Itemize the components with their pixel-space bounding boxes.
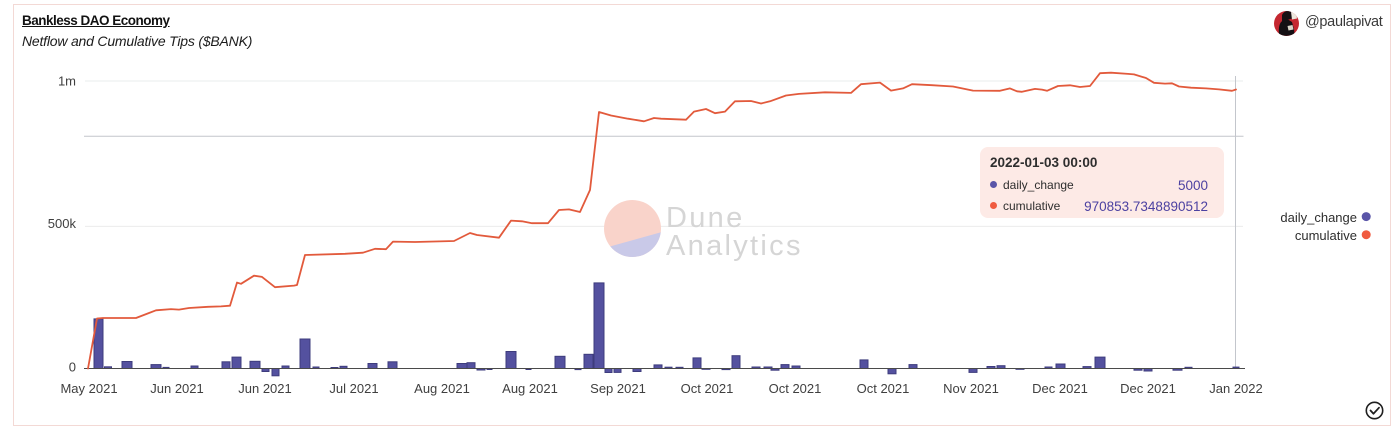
svg-text:Nov 2021: Nov 2021 bbox=[943, 381, 999, 396]
svg-text:Dec 2021: Dec 2021 bbox=[1032, 381, 1088, 396]
svg-text:1m: 1m bbox=[58, 74, 76, 89]
svg-text:Oct 2021: Oct 2021 bbox=[681, 381, 734, 396]
svg-text:Dune: Dune bbox=[666, 202, 745, 234]
svg-text:Jul 2021: Jul 2021 bbox=[329, 381, 378, 396]
svg-text:Jan 2022: Jan 2022 bbox=[1209, 381, 1263, 396]
svg-text:Aug 2021: Aug 2021 bbox=[414, 381, 470, 396]
svg-text:Analytics: Analytics bbox=[666, 230, 803, 262]
svg-text:Jun 2021: Jun 2021 bbox=[150, 381, 204, 396]
svg-text:Sep 2021: Sep 2021 bbox=[590, 381, 646, 396]
svg-text:Dec 2021: Dec 2021 bbox=[1120, 381, 1176, 396]
svg-text:Oct 2021: Oct 2021 bbox=[769, 381, 822, 396]
svg-text:Aug 2021: Aug 2021 bbox=[502, 381, 558, 396]
svg-text:Jun 2021: Jun 2021 bbox=[238, 381, 292, 396]
svg-text:500k: 500k bbox=[48, 216, 77, 231]
svg-text:Oct 2021: Oct 2021 bbox=[857, 381, 910, 396]
svg-text:0: 0 bbox=[69, 360, 76, 375]
svg-text:May 2021: May 2021 bbox=[60, 381, 117, 396]
